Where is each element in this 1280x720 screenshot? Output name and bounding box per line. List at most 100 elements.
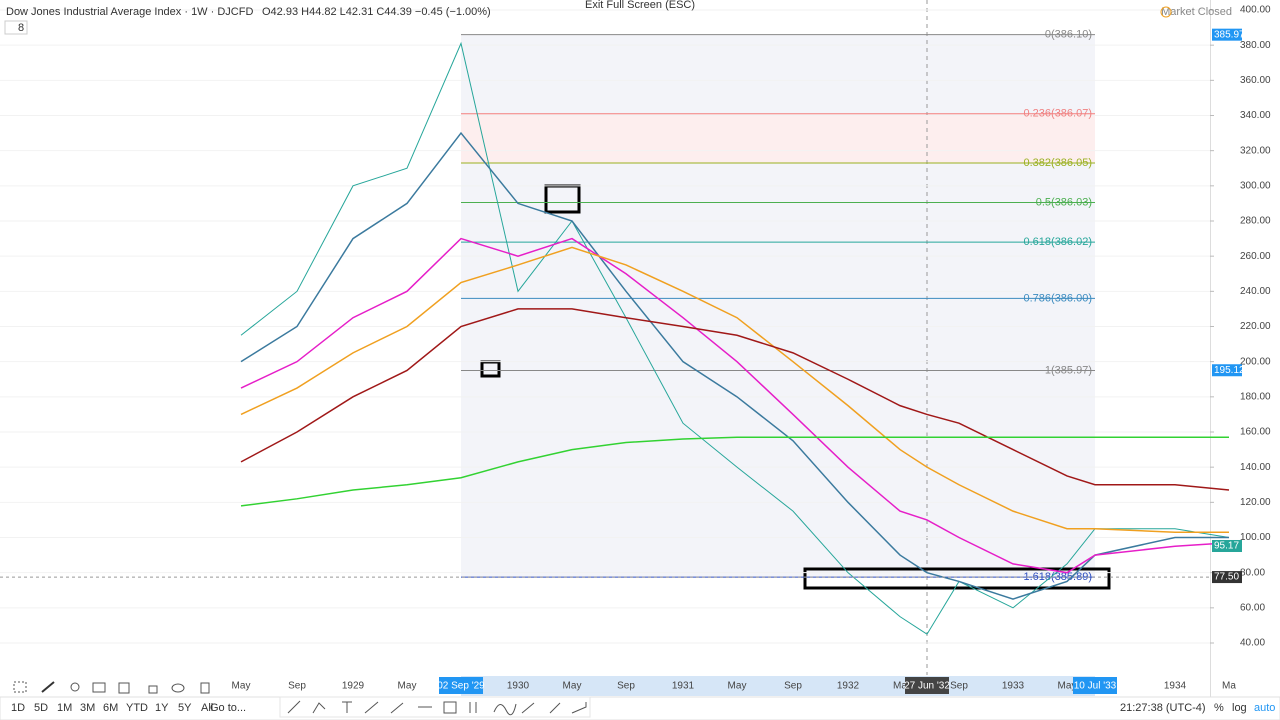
y-tick-label: 80.00 xyxy=(1240,567,1265,578)
status-icon xyxy=(1160,6,1172,18)
range-button[interactable]: 6M xyxy=(103,702,118,714)
percent-toggle[interactable]: % xyxy=(1214,702,1224,714)
y-tick-label: 120.00 xyxy=(1240,497,1271,508)
fib-label: 0.786(386.00) xyxy=(1024,292,1093,304)
y-tick-label: 200.00 xyxy=(1240,356,1271,367)
time-highlight xyxy=(1073,677,1117,694)
series-line xyxy=(240,436,1229,507)
x-tick-label: Ma xyxy=(893,681,907,692)
tool-icon[interactable] xyxy=(118,682,130,694)
x-tick-label: 10 Jul '33 xyxy=(1074,681,1117,692)
tool-icon[interactable] xyxy=(13,681,27,693)
left-toolbar xyxy=(13,681,210,694)
tool-icon[interactable] xyxy=(70,682,80,692)
y-tick-label: 380.00 xyxy=(1240,40,1271,51)
tool-icon[interactable] xyxy=(41,681,55,693)
series-line xyxy=(240,246,1229,533)
fib-label: 0.236(386.07) xyxy=(1024,108,1093,120)
range-bar: 1D 5D 1M 3M 6M YTD 1Y 5Y All xyxy=(11,702,213,714)
range-button[interactable]: YTD xyxy=(126,702,148,714)
tool-icon[interactable] xyxy=(521,702,587,714)
price-label: 195.12 xyxy=(1214,365,1245,376)
x-tick-label: 1934 xyxy=(1164,681,1187,692)
collapse-button[interactable] xyxy=(4,20,28,35)
x-tick-label: May xyxy=(232,681,251,692)
symbol-title: Dow Jones Industrial Average Index · 1W … xyxy=(6,6,253,18)
tool-icon[interactable] xyxy=(171,683,185,693)
x-tick-label: Sep xyxy=(950,681,968,692)
y-tick-label: 360.00 xyxy=(1240,75,1271,86)
tool-icon[interactable] xyxy=(92,682,106,693)
toolbar-frame xyxy=(279,696,591,718)
price-label: 77.50 xyxy=(1214,572,1239,583)
x-tick-label: 02 Sep '29 xyxy=(437,681,485,692)
y-tick-label: 40.00 xyxy=(1240,638,1265,649)
series-line xyxy=(240,308,1230,491)
y-tick-label: 340.00 xyxy=(1240,110,1271,121)
range-button[interactable]: 5Y xyxy=(178,702,192,714)
goto[interactable]: Go to... xyxy=(210,702,246,714)
x-tick-label: 1932 xyxy=(837,681,860,692)
range-button[interactable]: 5D xyxy=(34,702,48,714)
bottom-bar xyxy=(0,696,1280,720)
x-tick-label: Sep xyxy=(784,681,802,692)
clock: 21:27:38 (UTC-4) xyxy=(1120,702,1206,714)
x-tick-label: Sep xyxy=(617,681,635,692)
exit-fullscreen[interactable]: Exit Full Screen (ESC) xyxy=(585,0,695,11)
x-tick-label: Ma xyxy=(1222,681,1236,692)
counter: 8 xyxy=(18,22,24,34)
y-tick-label: 280.00 xyxy=(1240,216,1271,227)
price-axis-border xyxy=(1210,0,1211,697)
highlight-box xyxy=(803,567,1111,590)
price-label-box xyxy=(1212,539,1242,552)
x-tick-label: 1933 xyxy=(1002,681,1025,692)
series-line xyxy=(240,131,1229,600)
x-tick-label: 1931 xyxy=(672,681,695,692)
y-tick-label: 260.00 xyxy=(1240,251,1271,262)
time-highlight xyxy=(905,677,949,694)
x-tick-label: May xyxy=(1058,681,1077,692)
x-tick-label: May xyxy=(728,681,747,692)
drawing-toolbar xyxy=(279,696,591,718)
price-label-box xyxy=(1212,28,1242,41)
tool-icon[interactable] xyxy=(342,701,404,714)
tool-icon[interactable] xyxy=(148,685,158,694)
y-tick-label: 60.00 xyxy=(1240,602,1265,613)
range-button[interactable]: All xyxy=(201,702,213,714)
plot: 40.00 60.00 80.00 100.00 120.00 140.00 160.00 1… xyxy=(0,5,1271,694)
price-label: 95.17 xyxy=(1214,541,1239,552)
tool-icon[interactable] xyxy=(418,701,517,716)
price-label-box xyxy=(1212,571,1242,584)
market-status: Market Closed xyxy=(1161,6,1232,18)
y-tick-label: 220.00 xyxy=(1240,321,1271,332)
y-tick-label: 140.00 xyxy=(1240,462,1271,473)
x-tick-label: Sep xyxy=(288,681,306,692)
ohlc: O42.93 H44.82 L42.31 C44.39 −0.45 (−1.00… xyxy=(262,6,491,18)
y-tick-label: 400.00 xyxy=(1240,5,1271,16)
fib-label: 0.382(386.05) xyxy=(1024,157,1093,169)
range-button[interactable]: 3M xyxy=(80,702,95,714)
y-tick-label: 160.00 xyxy=(1240,427,1271,438)
y-tick-label: 300.00 xyxy=(1240,180,1271,191)
fib-zone-red xyxy=(461,113,1095,163)
fib-label: 1(385.97) xyxy=(1045,364,1092,376)
x-tick-label: May xyxy=(563,681,582,692)
y-tick-label: 320.00 xyxy=(1240,145,1271,156)
auto-toggle[interactable]: auto xyxy=(1254,702,1275,714)
range-button[interactable]: 1Y xyxy=(155,702,169,714)
y-tick-label: 100.00 xyxy=(1240,532,1271,543)
x-tick-label: May xyxy=(398,681,417,692)
range-button[interactable]: 1M xyxy=(57,702,72,714)
series-line xyxy=(240,237,1230,574)
fib-label: 0.5(386.03) xyxy=(1036,196,1092,208)
time-highlight xyxy=(439,677,483,694)
y-tick-label: 180.00 xyxy=(1240,391,1271,402)
tool-icon[interactable] xyxy=(200,682,210,694)
time-range-highlight xyxy=(461,676,1095,696)
range-button[interactable]: 1D xyxy=(11,702,25,714)
tool-icon[interactable] xyxy=(287,700,326,714)
x-tick-label: 27 Jun '32 xyxy=(904,681,950,692)
log-toggle[interactable]: log xyxy=(1232,702,1247,714)
x-tick-label: 1930 xyxy=(507,681,530,692)
x-tick-label: 1929 xyxy=(342,681,365,692)
